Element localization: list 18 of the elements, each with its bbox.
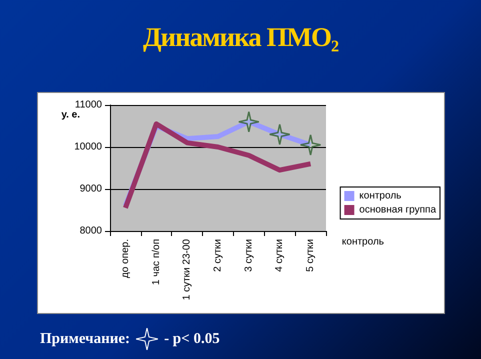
- y-tick-label: 9000: [80, 184, 102, 194]
- chart-title: Динамика ПМО₂: [142, 22, 340, 53]
- legend-label: основная группа: [359, 204, 436, 216]
- y-tick-label: 10000: [74, 142, 102, 152]
- y-tick-label: 8000: [80, 226, 102, 236]
- x-tick-label: 5 сутки: [305, 239, 316, 272]
- x-tick-label: 4 сутки: [274, 239, 286, 272]
- x-tick-label: до опер.: [120, 239, 131, 278]
- y-tick-label: 11000: [74, 100, 102, 110]
- text: Примечание:: [40, 330, 130, 348]
- y-axis-title: у. е.: [61, 110, 80, 120]
- legend-label: контроль: [359, 190, 402, 202]
- x-tick-label: 1 час п/оп: [150, 239, 162, 286]
- x-tick-label: 3 сутки: [243, 239, 254, 272]
- x-tick-label: 1 сутки 23-00: [182, 238, 193, 300]
- text: - p< 0.05: [164, 330, 220, 348]
- text: контроль: [342, 236, 384, 248]
- x-tick-label: 2 сутки: [212, 239, 224, 272]
